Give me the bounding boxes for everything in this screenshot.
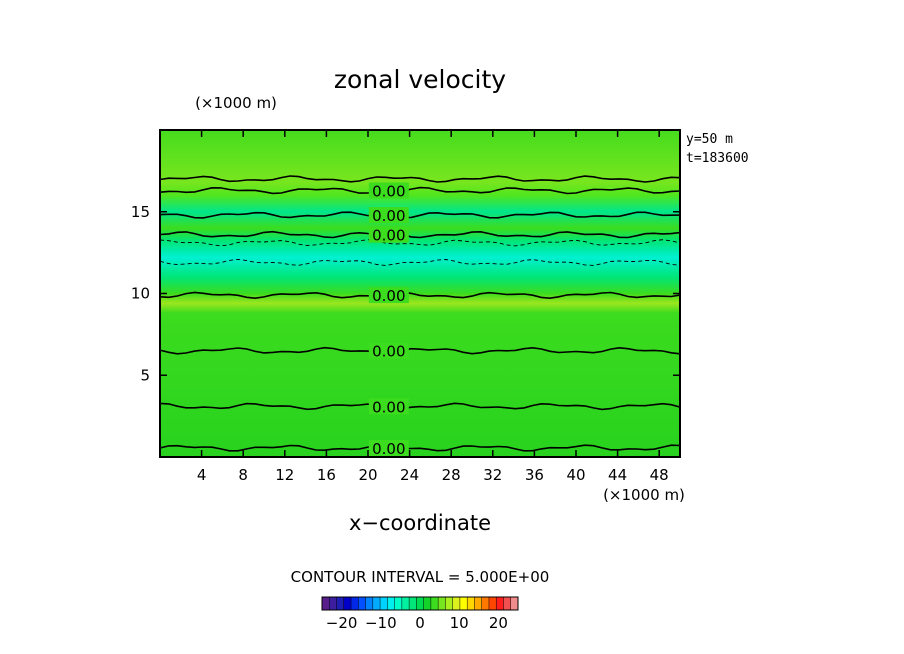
colorbar-swatch-4 [351, 597, 359, 610]
contour-labels: 0.00 0.00 0.00 0.00 0.00 0.00 0.00 [368, 182, 409, 458]
colorbar-swatch-24 [496, 597, 504, 610]
colorbar-swatch-23 [488, 597, 497, 610]
colorbar-swatch-20 [467, 597, 475, 610]
contour-interval-text: CONTOUR INTERVAL = 5.000E+00 [291, 568, 550, 586]
y-tick-label-10: 10 [131, 285, 150, 303]
contour-label-bg-4 [368, 342, 409, 359]
x-tick-label-4: 4 [197, 466, 207, 484]
colorbar-swatch-1 [329, 597, 337, 610]
colorbar-tick-label-3: 10 [450, 614, 469, 632]
contour-label-5: 0.00 [372, 398, 405, 416]
contour-lines [160, 175, 680, 452]
contour-label-3: 0.00 [372, 287, 405, 305]
colorbar-frame [321, 596, 519, 611]
contour-label-6: 0.00 [372, 440, 405, 458]
colorbar-swatch-11 [401, 597, 410, 610]
y-axis-ticks: 5 10 15 [131, 203, 680, 384]
x-tick-label-16: 16 [317, 466, 336, 484]
contour-line-9 [160, 258, 680, 266]
colorbar-swatch-17 [445, 597, 454, 610]
chart-title: zonal velocity [334, 65, 506, 94]
colorbar-swatch-5 [358, 597, 366, 610]
contour-label-bg-5 [368, 398, 409, 415]
contour-label-bg-0 [368, 182, 409, 199]
contour-line-6 [160, 186, 680, 195]
contour-label-bg-1 [368, 207, 409, 224]
x-tick-label-32: 32 [483, 466, 502, 484]
contour-label-0: 0.00 [372, 182, 405, 200]
colorbar-tick-label-1: −10 [365, 614, 397, 632]
x-axis-ticks: 4 8 12 16 20 24 28 32 36 40 44 48 [197, 130, 669, 484]
contour-label-bg-2 [368, 226, 409, 243]
colorbar-swatch-15 [430, 597, 439, 610]
colorbar-swatch-26 [510, 597, 519, 610]
contour-line-0 [160, 444, 680, 452]
y-tick-label-5: 5 [140, 366, 150, 384]
annotation-time: t=183600 [686, 151, 749, 166]
colorbar-swatch-18 [452, 597, 461, 610]
x-tick-label-24: 24 [400, 466, 419, 484]
colorbar [321, 596, 519, 611]
colorbar-swatch-19 [459, 597, 468, 610]
colorbar-swatch-0 [322, 597, 330, 610]
colorbar-swatch-13 [416, 597, 425, 610]
contour-label-4: 0.00 [372, 343, 405, 361]
colorbar-tick-label-4: 20 [489, 614, 508, 632]
contour-line-4 [160, 230, 680, 239]
contour-line-2 [160, 346, 680, 355]
colorbar-tick-label-2: 0 [415, 614, 425, 632]
colorbar-tick-label-0: −20 [326, 614, 358, 632]
x-tick-label-48: 48 [650, 466, 669, 484]
colorbar-swatch-12 [409, 597, 417, 610]
x-tick-label-40: 40 [566, 466, 585, 484]
contour-line-5 [160, 211, 680, 219]
colorbar-swatch-21 [474, 597, 483, 610]
colorbar-swatch-7 [372, 597, 381, 610]
x-tick-label-12: 12 [275, 466, 294, 484]
x-tick-label-20: 20 [358, 466, 377, 484]
x-tick-label-8: 8 [238, 466, 248, 484]
colorbar-swatch-6 [365, 597, 374, 610]
contour-label-2: 0.00 [372, 227, 405, 245]
x-tick-label-44: 44 [608, 466, 627, 484]
colorbar-swatch-2 [336, 597, 345, 610]
annotation-depth: y=50 m [686, 132, 733, 147]
contour-label-bg-3 [368, 287, 409, 304]
contour-line-1 [160, 402, 680, 411]
contour-line-7 [160, 175, 680, 183]
colorbar-tick-labels: −20 −10 0 10 20 [326, 614, 508, 632]
contour-label-bg-6 [368, 440, 409, 457]
x-tick-label-36: 36 [525, 466, 544, 484]
contour-line-8 [160, 239, 680, 247]
colorbar-swatch-22 [481, 597, 490, 610]
contour-label-1: 0.00 [372, 207, 405, 225]
contour-line-3 [160, 291, 680, 300]
x-tick-label-28: 28 [442, 466, 461, 484]
colorbar-swatch-14 [423, 597, 432, 610]
colorbar-swatch-25 [503, 597, 512, 610]
x-axis-label: x−coordinate [349, 511, 491, 535]
y-axis-unit: (×1000 m) [195, 94, 277, 112]
colorbar-swatch-3 [343, 597, 352, 610]
colorbar-swatch-9 [387, 597, 395, 610]
colorbar-swatch-8 [380, 597, 388, 610]
y-tick-label-15: 15 [131, 203, 150, 221]
x-axis-unit: (×1000 m) [603, 486, 685, 504]
colorbar-swatch-16 [438, 597, 446, 610]
colorbar-swatch-10 [394, 597, 403, 610]
